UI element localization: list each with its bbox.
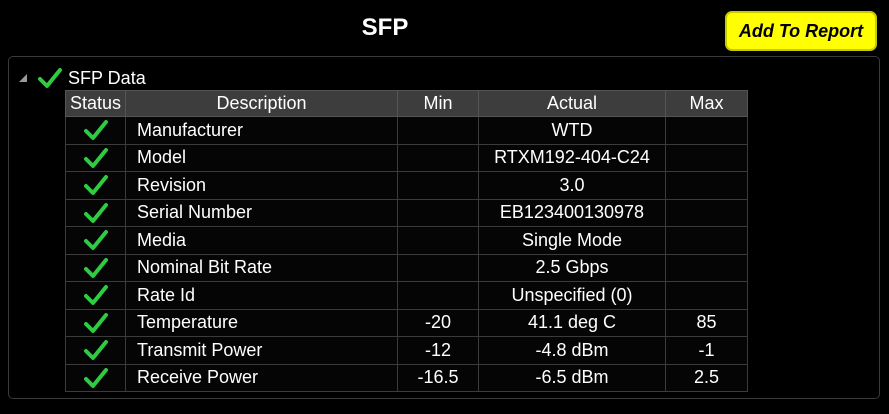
min-cell [397, 226, 479, 255]
description-cell: Serial Number [125, 198, 398, 227]
max-cell: -1 [665, 336, 748, 365]
description-cell: Rate Id [125, 281, 398, 310]
min-cell [397, 253, 479, 282]
table-row[interactable]: Media Single Mode [65, 226, 748, 255]
status-cell [65, 336, 126, 365]
status-cell [65, 281, 126, 310]
table-row[interactable]: Transmit Power -12 -4.8 dBm -1 [65, 336, 748, 365]
table-row[interactable]: Temperature -20 41.1 deg C 85 [65, 308, 748, 337]
sfp-data-panel: SFP Data Status Description Min Actual M… [8, 56, 880, 399]
status-cell [65, 253, 126, 282]
description-cell: Manufacturer [125, 116, 398, 145]
actual-cell: 2.5 Gbps [478, 253, 666, 282]
add-to-report-button[interactable]: Add To Report [725, 11, 877, 51]
actual-cell: RTXM192-404-C24 [478, 143, 666, 172]
column-header-min[interactable]: Min [397, 90, 479, 117]
min-cell [397, 171, 479, 200]
description-cell: Transmit Power [125, 336, 398, 365]
tree-node-sfp-data[interactable]: SFP Data [16, 65, 146, 91]
min-cell: -16.5 [397, 363, 479, 392]
min-cell [397, 143, 479, 172]
actual-cell: Unspecified (0) [478, 281, 666, 310]
column-header-actual[interactable]: Actual [478, 90, 666, 117]
column-header-status[interactable]: Status [65, 90, 126, 117]
min-cell [397, 198, 479, 227]
actual-cell: Single Mode [478, 226, 666, 255]
min-cell: -20 [397, 308, 479, 337]
status-cell [65, 308, 126, 337]
actual-cell: 3.0 [478, 171, 666, 200]
column-header-description[interactable]: Description [125, 90, 398, 117]
description-cell: Media [125, 226, 398, 255]
table-row[interactable]: Revision 3.0 [65, 171, 748, 200]
max-cell [665, 116, 748, 145]
actual-cell: 41.1 deg C [478, 308, 666, 337]
checkmark-icon [83, 175, 108, 196]
actual-cell: -4.8 dBm [478, 336, 666, 365]
status-cell [65, 363, 126, 392]
description-cell: Model [125, 143, 398, 172]
description-cell: Temperature [125, 308, 398, 337]
status-cell [65, 171, 126, 200]
actual-cell: EB123400130978 [478, 198, 666, 227]
max-cell [665, 198, 748, 227]
page-title: SFP [361, 14, 409, 41]
max-cell [665, 281, 748, 310]
status-cell [65, 143, 126, 172]
table-row[interactable]: Nominal Bit Rate 2.5 Gbps [65, 253, 748, 282]
actual-cell: -6.5 dBm [478, 363, 666, 392]
collapse-triangle-icon[interactable] [16, 71, 30, 85]
checkmark-icon [38, 68, 62, 88]
description-cell: Revision [125, 171, 398, 200]
checkmark-icon [83, 147, 108, 168]
tree-node-label: SFP Data [68, 67, 146, 88]
status-cell [65, 116, 126, 145]
table-row[interactable]: Manufacturer WTD [65, 116, 748, 145]
sfp-data-table: Status Description Min Actual Max Manufa… [65, 90, 748, 392]
max-cell: 85 [665, 308, 748, 337]
checkmark-icon [83, 257, 108, 278]
column-header-max[interactable]: Max [665, 90, 748, 117]
table-row[interactable]: Model RTXM192-404-C24 [65, 143, 748, 172]
min-cell [397, 281, 479, 310]
min-cell [397, 116, 479, 145]
max-cell [665, 226, 748, 255]
max-cell [665, 253, 748, 282]
checkmark-icon [83, 312, 108, 333]
table-row[interactable]: Receive Power -16.5 -6.5 dBm 2.5 [65, 363, 748, 392]
status-cell [65, 198, 126, 227]
checkmark-icon [83, 202, 108, 223]
description-cell: Receive Power [125, 363, 398, 392]
table-row[interactable]: Rate Id Unspecified (0) [65, 281, 748, 310]
max-cell: 2.5 [665, 363, 748, 392]
table-header-row: Status Description Min Actual Max [65, 90, 748, 117]
checkmark-icon [83, 367, 108, 388]
max-cell [665, 143, 748, 172]
status-cell [65, 226, 126, 255]
max-cell [665, 171, 748, 200]
checkmark-icon [83, 285, 108, 306]
checkmark-icon [83, 230, 108, 251]
min-cell: -12 [397, 336, 479, 365]
checkmark-icon [83, 340, 108, 361]
checkmark-icon [83, 120, 108, 141]
actual-cell: WTD [478, 116, 666, 145]
description-cell: Nominal Bit Rate [125, 253, 398, 282]
table-row[interactable]: Serial Number EB123400130978 [65, 198, 748, 227]
